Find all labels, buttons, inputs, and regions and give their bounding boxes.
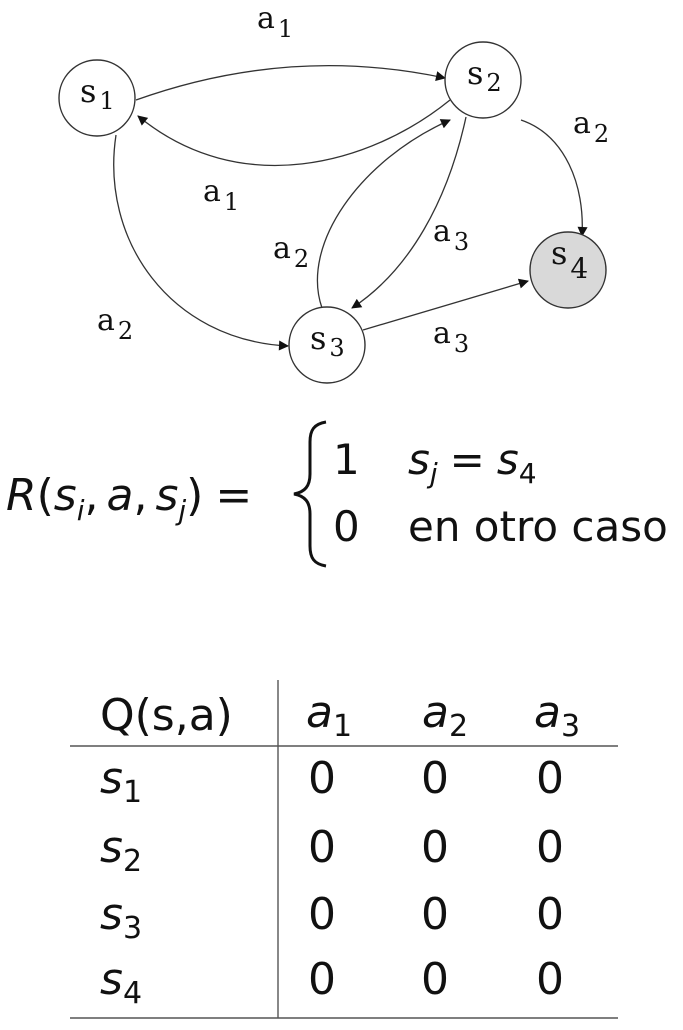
- table-row: s3 0 0 0: [100, 889, 564, 946]
- table-row: s2 0 0 0: [100, 822, 564, 879]
- edge-s3-s4: [362, 278, 529, 331]
- edge-s1-s2: [135, 64, 446, 101]
- table-row: s4 0 0 0: [100, 954, 564, 1011]
- table-corner-label: Q(s,a): [100, 690, 233, 741]
- table-row: s1 0 0 0: [100, 753, 564, 810]
- q-cell: 0: [421, 753, 449, 804]
- q-cell: 0: [421, 822, 449, 873]
- q-cell: 0: [421, 889, 449, 940]
- q-cell: 0: [536, 954, 564, 1005]
- column-header-a2: a2: [422, 687, 468, 744]
- case1-value: 1: [333, 435, 360, 484]
- node-s1: [58, 59, 136, 137]
- column-header-a3: a3: [534, 687, 580, 744]
- row-header-s2: s2: [100, 822, 142, 879]
- q-cell: 0: [308, 954, 336, 1005]
- reward-function: R(si, a, sj) = 1 sj = s4 0 en otro caso: [6, 420, 668, 568]
- q-table: Q(s,a) a1 a2 a3 s1 0 0 0 s2 0 0 0 s3 0 0…: [70, 680, 618, 1019]
- edge-s1-s3: [113, 134, 289, 351]
- q-cell: 0: [536, 753, 564, 804]
- edge-s2-s3: [351, 116, 467, 309]
- row-header-s3: s3: [100, 889, 142, 946]
- row-header-s4: s4: [100, 954, 142, 1011]
- edge-s3-s2: [316, 119, 451, 309]
- q-cell: 0: [308, 889, 336, 940]
- q-cell: 0: [421, 954, 449, 1005]
- q-cell: 0: [536, 889, 564, 940]
- node-s4: [529, 231, 607, 309]
- row-header-s1: s1: [100, 753, 142, 810]
- q-cell: 0: [308, 822, 336, 873]
- case1-condition: sj = s4: [408, 435, 537, 490]
- cases-brace: [293, 420, 327, 568]
- q-cell: 0: [536, 822, 564, 873]
- edge-s2-s1: [137, 99, 451, 167]
- column-header-a1: a1: [306, 687, 352, 744]
- case2-condition: en otro caso: [408, 502, 668, 551]
- reward-lhs: R(si, a, sj) =: [6, 470, 252, 527]
- node-s2: [444, 41, 522, 119]
- edge-s2-s4: [520, 119, 588, 237]
- q-cell: 0: [308, 753, 336, 804]
- node-s3: [288, 306, 366, 384]
- case2-value: 0: [333, 502, 360, 551]
